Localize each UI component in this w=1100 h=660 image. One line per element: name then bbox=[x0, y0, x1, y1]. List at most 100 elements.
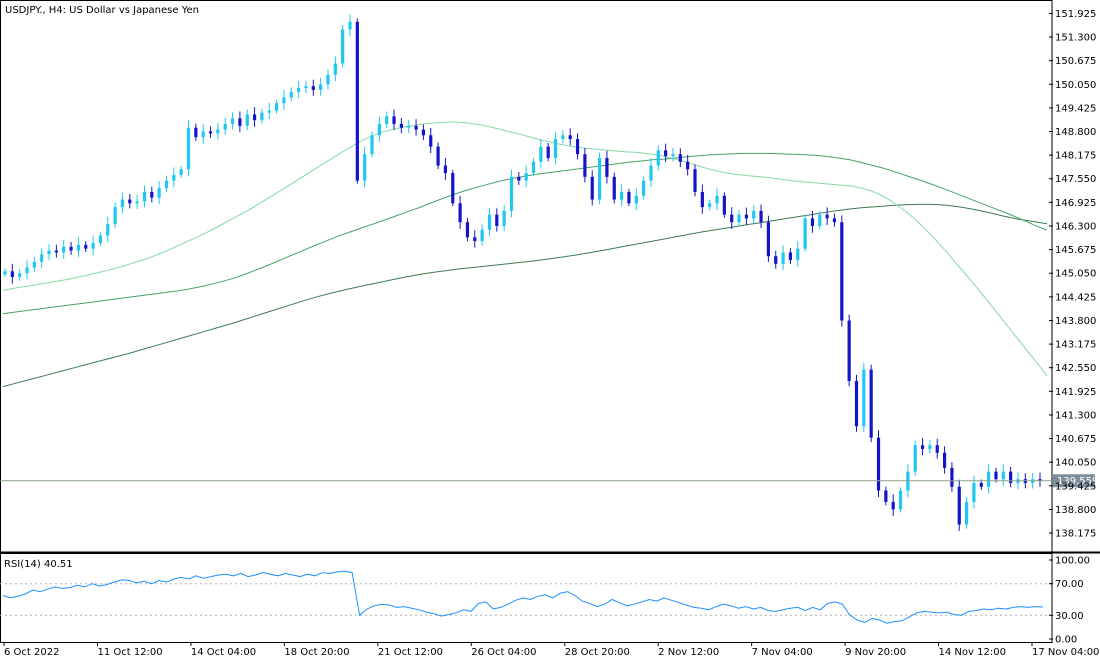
candle bbox=[627, 188, 631, 207]
candle bbox=[774, 250, 778, 269]
candle bbox=[282, 90, 286, 110]
candle bbox=[568, 128, 572, 146]
candle bbox=[238, 111, 242, 132]
moving-average-lines bbox=[2, 121, 1048, 388]
candle bbox=[847, 314, 851, 387]
candle bbox=[377, 116, 381, 142]
candle bbox=[98, 231, 103, 247]
price-tick-label: 151.300 bbox=[1055, 33, 1096, 44]
price-tick-label: 147.550 bbox=[1055, 174, 1096, 185]
candle bbox=[120, 192, 125, 214]
candle bbox=[590, 170, 594, 206]
candle bbox=[194, 123, 198, 141]
current-price-label: 139.559 bbox=[1057, 476, 1098, 487]
price-tick-label: 142.550 bbox=[1055, 363, 1096, 374]
candle bbox=[854, 374, 859, 432]
candlestick-series bbox=[3, 14, 1042, 531]
candle bbox=[730, 207, 734, 229]
price-tick-label: 149.425 bbox=[1055, 103, 1096, 114]
price-tick-label: 138.175 bbox=[1055, 529, 1096, 540]
price-tick-label: 140.675 bbox=[1055, 434, 1096, 445]
candle bbox=[539, 139, 543, 169]
candle bbox=[164, 176, 169, 193]
rsi-line bbox=[2, 570, 1044, 624]
candle bbox=[810, 210, 815, 233]
candle bbox=[172, 167, 176, 188]
candle bbox=[612, 172, 616, 204]
candle bbox=[1009, 466, 1013, 488]
candle bbox=[744, 207, 748, 225]
candle bbox=[884, 486, 888, 506]
time-tick-label: 11 Oct 12:00 bbox=[97, 647, 162, 658]
chart-frame bbox=[0, 0, 1100, 643]
candle bbox=[722, 192, 726, 218]
candle bbox=[223, 117, 227, 136]
price-tick-label: 145.050 bbox=[1055, 269, 1096, 280]
candle bbox=[216, 122, 220, 140]
candle bbox=[950, 462, 954, 492]
current-price-line: 139.559 bbox=[0, 474, 1098, 488]
time-tick-label: 14 Oct 04:00 bbox=[191, 647, 256, 658]
candle bbox=[1038, 472, 1042, 487]
candle bbox=[509, 169, 514, 218]
candle bbox=[10, 263, 14, 284]
candle bbox=[40, 247, 44, 268]
candle bbox=[18, 269, 22, 281]
time-axis: 6 Oct 2022 11 Oct 12:00 14 Oct 04:00 18 Oct… bbox=[3, 642, 1099, 658]
price-tick-label: 144.425 bbox=[1055, 292, 1096, 303]
candle bbox=[106, 216, 110, 243]
candle bbox=[825, 207, 829, 225]
rsi-axis: 100.00 70.00 30.00 0.00 bbox=[1049, 556, 1090, 646]
time-tick-label: 26 Oct 04:00 bbox=[471, 647, 536, 658]
candle bbox=[142, 185, 147, 208]
candle bbox=[348, 14, 352, 37]
candle bbox=[245, 109, 249, 131]
candle bbox=[84, 241, 88, 252]
current-price-tag bbox=[1053, 474, 1095, 488]
candle bbox=[561, 130, 565, 144]
ma-fast-line bbox=[2, 121, 1048, 376]
candle bbox=[201, 124, 205, 144]
candle bbox=[583, 147, 587, 183]
candle bbox=[531, 158, 536, 177]
price-tick-label: 148.175 bbox=[1055, 151, 1096, 162]
candle bbox=[495, 208, 499, 232]
price-tick-label: 151.925 bbox=[1055, 9, 1096, 20]
price-tick-label: 143.175 bbox=[1055, 340, 1096, 351]
candle bbox=[862, 362, 866, 433]
time-tick-label: 18 Oct 20:00 bbox=[284, 647, 349, 658]
candle bbox=[766, 215, 771, 263]
candle bbox=[803, 215, 807, 252]
candle bbox=[333, 56, 337, 82]
rsi-tick-label: 0.00 bbox=[1055, 635, 1077, 646]
candle bbox=[840, 215, 844, 327]
candle bbox=[517, 172, 521, 185]
candle bbox=[297, 80, 301, 99]
candle bbox=[935, 438, 939, 459]
candle bbox=[267, 103, 271, 120]
candle bbox=[399, 118, 403, 134]
time-tick-label: 28 Oct 20:00 bbox=[565, 647, 630, 658]
price-tick-label: 138.800 bbox=[1055, 505, 1096, 516]
candle bbox=[385, 111, 389, 129]
price-tick-label: 143.800 bbox=[1055, 316, 1096, 327]
candle bbox=[642, 176, 646, 200]
candle bbox=[157, 181, 161, 205]
price-tick-label: 150.050 bbox=[1055, 80, 1096, 91]
candle bbox=[869, 364, 873, 443]
time-tick-label: 2 Nov 12:00 bbox=[658, 647, 719, 658]
candle bbox=[575, 133, 580, 160]
candle bbox=[252, 107, 257, 127]
candle bbox=[913, 440, 917, 476]
candle bbox=[363, 146, 367, 188]
candle bbox=[597, 152, 602, 205]
candle bbox=[737, 210, 741, 227]
candle bbox=[920, 438, 925, 456]
candle bbox=[319, 77, 323, 96]
candle bbox=[546, 142, 550, 162]
candle bbox=[25, 260, 29, 280]
candle bbox=[304, 80, 308, 94]
candle bbox=[942, 446, 947, 474]
candle bbox=[465, 217, 470, 242]
candle bbox=[179, 166, 183, 178]
